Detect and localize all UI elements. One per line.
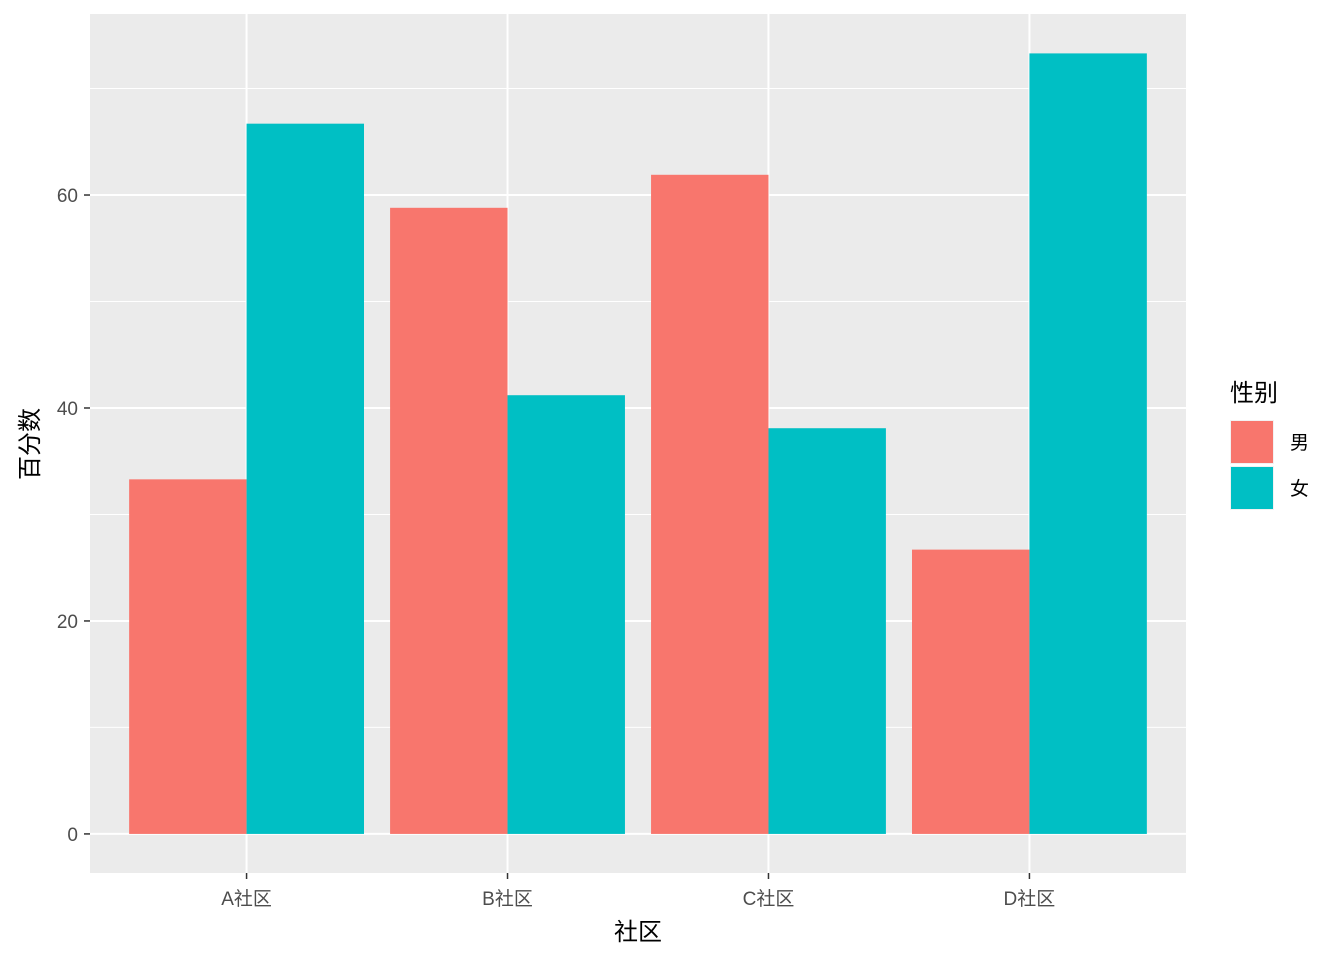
x-tick-label: C社区 [743,888,795,910]
y-tick-label: 40 [57,399,78,420]
legend-label: 女 [1290,478,1309,500]
legend-label: 男 [1290,432,1309,454]
y-tick-label: 60 [57,186,78,207]
legend-key-swatch [1231,467,1273,509]
x-axis: A社区 B社区 C社区 D社区 [221,873,1055,910]
x-tick-label: B社区 [482,888,533,910]
bars [129,53,1147,834]
bar-female-1 [507,395,625,834]
bar-female-0 [246,123,364,834]
y-axis-title: 百分数 [16,408,44,480]
bar-female-2 [768,428,886,834]
bar-male-0 [129,479,247,834]
x-axis-title: 社区 [614,918,662,946]
bar-female-3 [1029,53,1147,834]
legend-items: 男女 [1230,420,1309,510]
legend-key-swatch [1231,421,1273,463]
legend-title: 性别 [1230,379,1278,407]
legend: 性别 男女 [1230,379,1309,510]
bar-male-3 [912,549,1030,834]
x-tick-label: D社区 [1004,888,1056,910]
x-tick-label: A社区 [221,888,272,910]
y-axis: 0 20 40 60 [57,186,90,846]
y-tick-label: 20 [57,612,78,633]
bar-male-1 [390,207,508,834]
y-tick-label: 0 [67,825,78,846]
bar-male-2 [651,174,769,834]
